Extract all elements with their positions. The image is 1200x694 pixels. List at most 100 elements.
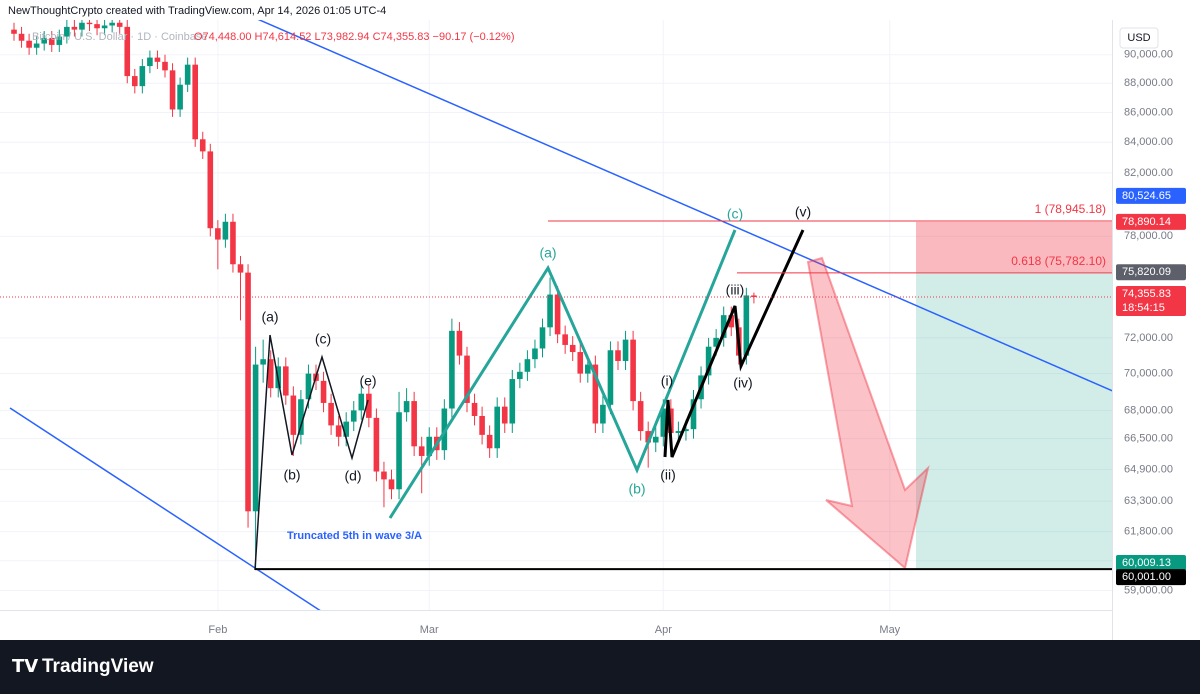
candle-body: [585, 364, 591, 374]
candle-body: [577, 352, 584, 374]
candle-body: [48, 37, 55, 45]
y-tick-label: 90,000.00: [1124, 49, 1173, 61]
candle-body: [456, 330, 463, 356]
candle-body: [177, 84, 183, 110]
wave-label: (c): [727, 206, 743, 222]
price-label-box: [1116, 554, 1186, 571]
candle-body: [705, 346, 712, 376]
axis-border: [0, 610, 1112, 611]
candle-body: [683, 429, 689, 432]
candle-body: [41, 37, 47, 44]
position-boxes: [916, 221, 1112, 569]
logo-mark: 𝗧𝗩: [12, 656, 38, 676]
candle-body: [426, 436, 433, 456]
candle-body: [267, 359, 274, 389]
wave-label: (a): [261, 309, 278, 325]
axis-border: [1112, 0, 1113, 640]
candle-body: [373, 417, 380, 472]
wave-label: (b): [283, 467, 300, 483]
candle-body: [630, 339, 636, 402]
candle-body: [290, 395, 297, 435]
candle-body: [154, 57, 161, 62]
wave-line: [254, 334, 369, 571]
candle-body: [169, 70, 176, 110]
candle-body: [532, 348, 538, 360]
candle-body: [615, 350, 621, 361]
y-tick-label: 64,900.00: [1124, 463, 1173, 475]
candle-body: [335, 425, 342, 437]
candle-body: [464, 355, 470, 403]
candle-body: [479, 415, 485, 435]
candle-body: [237, 264, 244, 273]
y-tick-label: 88,000.00: [1124, 77, 1173, 89]
candle-body: [366, 393, 372, 418]
candle-body: [751, 295, 757, 298]
candle-body: [517, 371, 523, 380]
candle-body: [192, 64, 198, 140]
candle-body: [230, 221, 236, 265]
currency[interactable]: USD: [1127, 32, 1150, 44]
candle-body: [207, 151, 214, 229]
candle-body: [245, 272, 251, 512]
candle-body: [645, 431, 651, 443]
candle-body: [720, 315, 727, 338]
candle-body: [18, 33, 25, 41]
y-tick-label: 84,000.00: [1124, 136, 1173, 148]
candle-body: [388, 479, 395, 490]
wave-label: (b): [628, 481, 645, 497]
countdown: 18:54:15: [1122, 302, 1165, 314]
trend-line: [9, 407, 321, 610]
candle-body: [690, 399, 697, 430]
price-label-box: [1116, 213, 1186, 230]
trend-line: [257, 20, 1112, 392]
header-bar: [0, 0, 1200, 20]
candle-body: [743, 295, 750, 356]
candle-body: [124, 26, 131, 77]
candle-body: [637, 401, 644, 432]
ohlc: O74,448.00 H74,614.52 L73,982.94 C74,355…: [194, 31, 514, 43]
candle-body: [524, 359, 531, 372]
candle-body: [411, 401, 417, 447]
candle-body: [652, 436, 659, 443]
wave-label: (d): [344, 468, 361, 484]
candle-body: [494, 406, 500, 449]
grid: [0, 20, 1112, 610]
stop-zone: [916, 221, 1112, 273]
candle-body: [622, 339, 629, 361]
overlays: 1 (78,945.18) 0.618 (75,782.10) (a) (b) (c) (…: [0, 202, 1112, 571]
price-label: 75,820.09: [1122, 266, 1171, 278]
y-tick-label: 61,800.00: [1124, 526, 1173, 538]
fib-label: 0.618 (75,782.10): [1011, 254, 1106, 268]
candle-body: [139, 66, 146, 87]
candle-body: [592, 364, 599, 424]
candle-body: [260, 359, 266, 365]
candle-body: [109, 22, 115, 26]
candle-body: [471, 402, 478, 416]
candle-body: [675, 431, 682, 433]
wave-line: [388, 229, 737, 519]
candle-body: [350, 410, 357, 422]
wave-line: [663, 229, 805, 458]
price-label-box: [1116, 264, 1186, 281]
candle-body: [283, 366, 289, 396]
target-zone: [916, 272, 1112, 569]
candle-body: [343, 421, 349, 437]
candle-body: [94, 24, 100, 29]
candle-body: [358, 393, 365, 411]
logo: TradingView: [42, 656, 154, 677]
wave-label: (iv): [733, 375, 752, 391]
candle-body: [418, 446, 425, 456]
candle-body: [547, 294, 553, 328]
candle-body: [562, 334, 568, 345]
candle-body: [56, 36, 63, 45]
candle-body: [305, 373, 312, 400]
wave-label: Truncated 5th in wave 3/A: [287, 530, 422, 542]
y-tick-label: 72,000.00: [1124, 332, 1173, 344]
candle-body: [501, 406, 508, 424]
y-tick-label: 66,500.00: [1124, 433, 1173, 445]
candle-body: [71, 26, 78, 30]
currency-button[interactable]: [1119, 27, 1159, 49]
symbol: Bitcoin / U.S. Dollar · 1D · Coinbase: [32, 31, 207, 43]
price-label: 78,890.14: [1122, 216, 1171, 228]
